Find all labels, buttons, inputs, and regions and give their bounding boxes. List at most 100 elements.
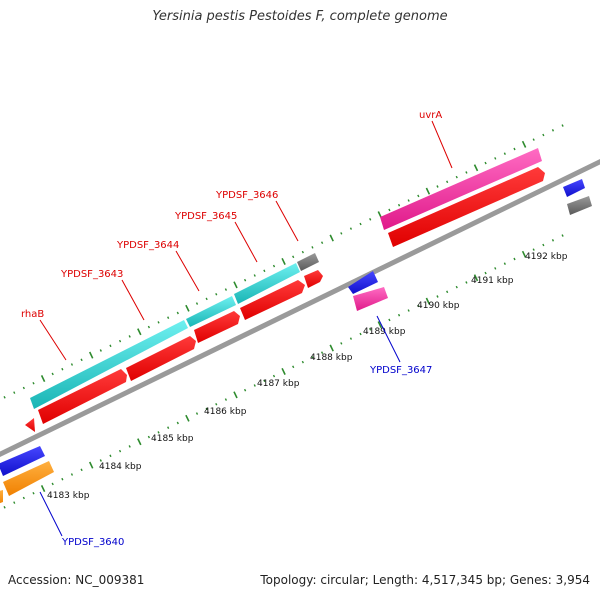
minor-tick bbox=[147, 435, 151, 439]
ruler-label: 4185 kbp bbox=[151, 434, 194, 444]
small-cds-arrow[interactable] bbox=[25, 418, 35, 432]
minor-tick bbox=[157, 431, 160, 434]
minor-tick bbox=[243, 278, 247, 282]
major-tick bbox=[281, 367, 286, 375]
uvrA-feature[interactable] bbox=[380, 148, 542, 230]
minor-tick bbox=[13, 501, 16, 504]
major-tick bbox=[473, 274, 479, 282]
gene-labels: rhaB YPDSF_3643 YPDSF_3644 YPDSF_3645 YP… bbox=[21, 110, 442, 548]
minor-tick bbox=[263, 269, 266, 273]
minor-tick bbox=[195, 412, 199, 415]
ypdsf-3647-feature[interactable] bbox=[353, 287, 388, 311]
minor-tick bbox=[349, 337, 353, 340]
minor-tick bbox=[532, 248, 535, 251]
minor-tick bbox=[13, 391, 16, 394]
feature-orange-left[interactable] bbox=[0, 490, 3, 505]
minor-tick bbox=[311, 246, 314, 249]
minor-tick bbox=[205, 407, 208, 411]
minor-tick bbox=[195, 302, 199, 305]
ypdsf-3646-feature[interactable] bbox=[297, 253, 319, 271]
major-tick bbox=[473, 164, 479, 172]
uvrA-cds-arrow[interactable] bbox=[388, 167, 545, 247]
outer-tick-track bbox=[3, 124, 564, 399]
minor-tick bbox=[215, 293, 218, 296]
major-tick bbox=[377, 321, 383, 329]
minor-tick bbox=[3, 395, 6, 399]
minor-tick bbox=[32, 491, 35, 495]
minor-tick bbox=[205, 297, 208, 301]
minor-tick bbox=[118, 449, 122, 453]
ruler-label: 4183 kbp bbox=[47, 491, 90, 501]
major-tick bbox=[88, 461, 94, 469]
minor-tick bbox=[61, 477, 64, 481]
minor-tick bbox=[99, 459, 102, 462]
minor-tick bbox=[272, 264, 276, 268]
minor-tick bbox=[109, 454, 112, 458]
ruler-label: 4190 kbp bbox=[417, 301, 460, 311]
minor-tick bbox=[118, 339, 122, 343]
minor-tick bbox=[561, 234, 564, 237]
gene-label-uvrA[interactable]: uvrA bbox=[419, 110, 442, 121]
minor-tick bbox=[513, 147, 516, 151]
minor-tick bbox=[167, 316, 170, 319]
rhaB-cds-arrow[interactable] bbox=[38, 369, 127, 424]
minor-tick bbox=[176, 311, 179, 315]
minor-tick bbox=[272, 374, 276, 378]
genome-backbone bbox=[0, 158, 600, 458]
ypdsf-3644-cds-arrow[interactable] bbox=[194, 311, 240, 343]
major-tick bbox=[40, 485, 46, 493]
major-tick bbox=[425, 187, 431, 195]
cds-arrow[interactable] bbox=[126, 336, 196, 381]
gene-label-ypdsf-3645[interactable]: YPDSF_3645 bbox=[174, 211, 237, 222]
rhaB-feature[interactable] bbox=[30, 320, 188, 409]
ruler-label: 4188 kbp bbox=[310, 353, 353, 363]
minor-tick bbox=[561, 124, 564, 127]
feature-gray-right[interactable] bbox=[567, 196, 592, 215]
gene-label-rhaB[interactable]: rhaB bbox=[21, 309, 44, 320]
minor-tick bbox=[436, 295, 439, 298]
ypdsf-3640-feature-blue[interactable] bbox=[0, 446, 45, 476]
inner-tick-track bbox=[3, 234, 564, 509]
ypdsf-3640-feature[interactable] bbox=[3, 461, 54, 496]
minor-tick bbox=[109, 344, 112, 348]
minor-tick bbox=[224, 398, 228, 401]
minor-tick bbox=[455, 285, 458, 289]
minor-tick bbox=[243, 388, 247, 392]
minor-tick bbox=[446, 290, 449, 294]
minor-tick bbox=[455, 175, 458, 179]
ypdsf-3645-feature[interactable] bbox=[234, 263, 300, 304]
minor-tick bbox=[61, 367, 64, 371]
minor-tick bbox=[320, 351, 324, 355]
minor-tick bbox=[503, 262, 506, 265]
minor-tick bbox=[503, 152, 506, 155]
minor-tick bbox=[388, 208, 391, 212]
minor-tick bbox=[51, 482, 54, 486]
minor-tick bbox=[465, 281, 468, 284]
minor-tick bbox=[157, 321, 160, 324]
ypdsf-3646-cds-arrow[interactable] bbox=[304, 270, 323, 288]
minor-tick bbox=[128, 445, 131, 448]
minor-tick bbox=[340, 232, 343, 235]
ruler-label: 4191 kbp bbox=[471, 276, 514, 286]
minor-tick bbox=[551, 239, 555, 242]
major-tick bbox=[233, 281, 238, 289]
minor-tick bbox=[311, 356, 314, 359]
ypdsf-3643-feature[interactable] bbox=[186, 296, 236, 327]
ypdsf-3645-cds-arrow[interactable] bbox=[240, 280, 305, 320]
genome-summary-text: Topology: circular; Length: 4,517,345 bp… bbox=[260, 573, 590, 587]
minor-tick bbox=[80, 358, 83, 362]
gene-label-ypdsf-3647[interactable]: YPDSF_3647 bbox=[369, 365, 432, 376]
ypdsf-3647-feature-blue[interactable] bbox=[348, 271, 378, 294]
gene-label-ypdsf-3640[interactable]: YPDSF_3640 bbox=[61, 537, 124, 548]
ruler-labels: 4183 kbp 4184 kbp 4185 kbp 4186 kbp 4187… bbox=[47, 252, 568, 501]
minor-tick bbox=[446, 180, 449, 184]
feature-blue-right[interactable] bbox=[563, 179, 585, 197]
gene-label-ypdsf-3643[interactable]: YPDSF_3643 bbox=[60, 269, 123, 280]
ruler-label: 4192 kbp bbox=[525, 252, 568, 262]
minor-tick bbox=[292, 255, 295, 259]
gene-label-ypdsf-3644[interactable]: YPDSF_3644 bbox=[116, 240, 179, 251]
gene-label-ypdsf-3646[interactable]: YPDSF_3646 bbox=[215, 190, 278, 201]
label-leaders bbox=[39, 120, 453, 537]
minor-tick bbox=[551, 129, 555, 132]
minor-tick bbox=[70, 363, 74, 366]
